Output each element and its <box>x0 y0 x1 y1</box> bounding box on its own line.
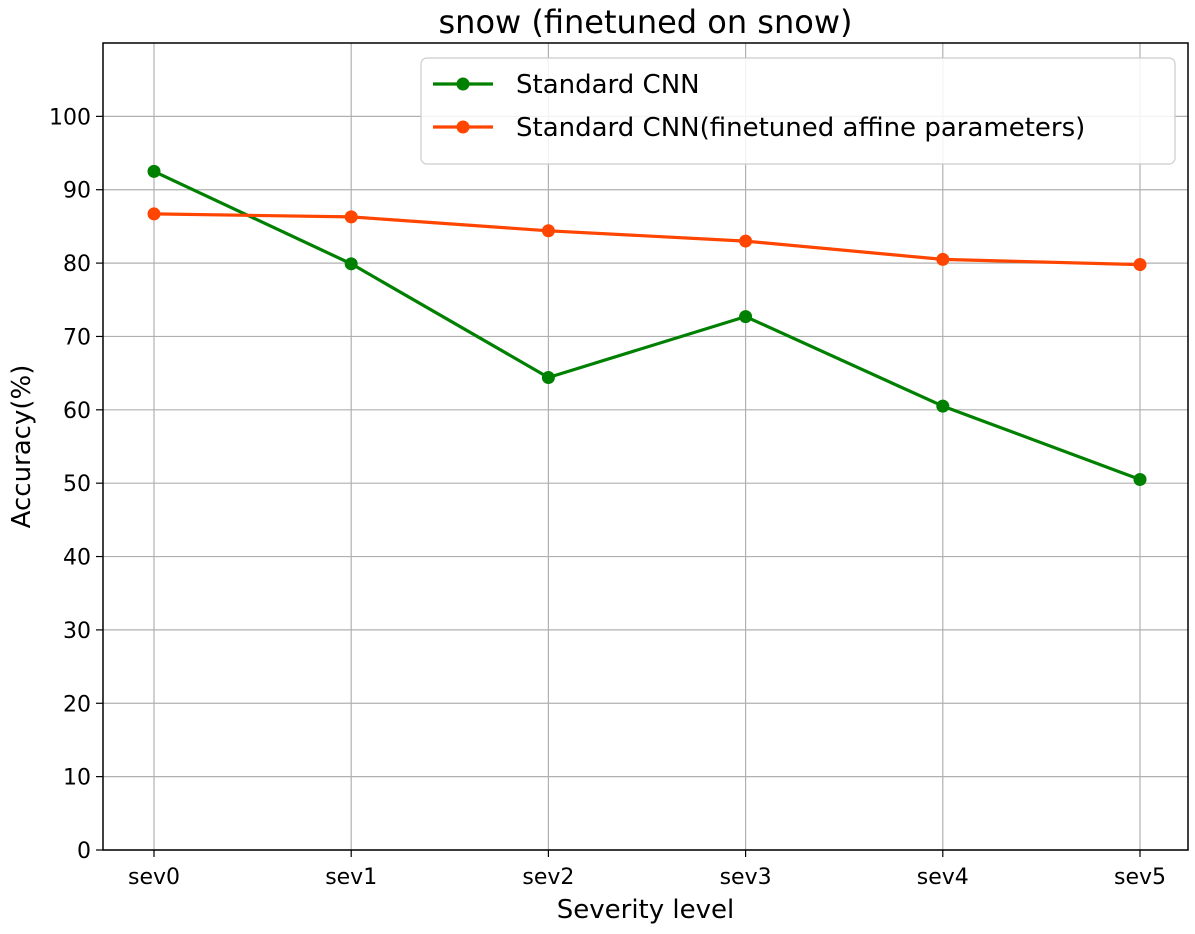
y-tick-label: 10 <box>63 766 91 791</box>
y-tick-label: 100 <box>49 105 91 130</box>
plot-area <box>102 42 1189 851</box>
y-tick-label: 90 <box>63 179 91 204</box>
x-tick-label: sev2 <box>522 865 574 890</box>
legend-frame <box>420 57 1176 165</box>
series-line <box>153 212 1141 267</box>
y-tick-label: 70 <box>63 325 91 350</box>
data-point <box>147 207 161 221</box>
x-axis-title: Severity level <box>557 895 734 925</box>
y-tick-label: 0 <box>77 839 91 864</box>
data-point <box>1133 473 1147 487</box>
data-point <box>936 252 950 266</box>
y-tick-label: 40 <box>63 546 91 571</box>
y-tick-label: 50 <box>63 472 91 497</box>
data-point <box>739 234 753 248</box>
legend-marker <box>456 120 470 134</box>
data-point <box>344 257 358 271</box>
data-point <box>936 399 950 413</box>
y-tick-label: 60 <box>63 399 91 424</box>
data-point <box>147 164 161 178</box>
x-tick-label: sev4 <box>917 865 969 890</box>
data-point <box>739 310 753 324</box>
series-line <box>153 169 1141 481</box>
data-point <box>1133 258 1147 272</box>
x-tick-label: sev3 <box>720 865 772 890</box>
y-tick-label: 30 <box>63 619 91 644</box>
legend: Standard CNN Standard CNN(finetuned affin… <box>420 57 1176 165</box>
legend-label: Standard CNN <box>516 70 700 100</box>
series-lines <box>147 164 1147 487</box>
data-point <box>344 210 358 224</box>
chart-title: snow (finetuned on snow) <box>439 3 853 41</box>
x-tick-label: sev1 <box>325 865 377 890</box>
y-axis-title: Accuracy(%) <box>7 365 37 529</box>
x-tick-label: sev0 <box>128 865 180 890</box>
data-point <box>541 224 555 238</box>
x-tick-label: sev5 <box>1114 865 1166 890</box>
legend-marker <box>456 77 470 91</box>
legend-label: Standard CNN(finetuned affine parameters… <box>516 113 1085 143</box>
y-tick-label: 20 <box>63 692 91 717</box>
y-tick-label: 80 <box>63 252 91 277</box>
data-point <box>541 371 555 385</box>
axis-ticks: sev0 sev1 sev2 sev3 sev4 sev5 0 10 20 30 40 50 60 70 8… <box>49 105 1166 890</box>
